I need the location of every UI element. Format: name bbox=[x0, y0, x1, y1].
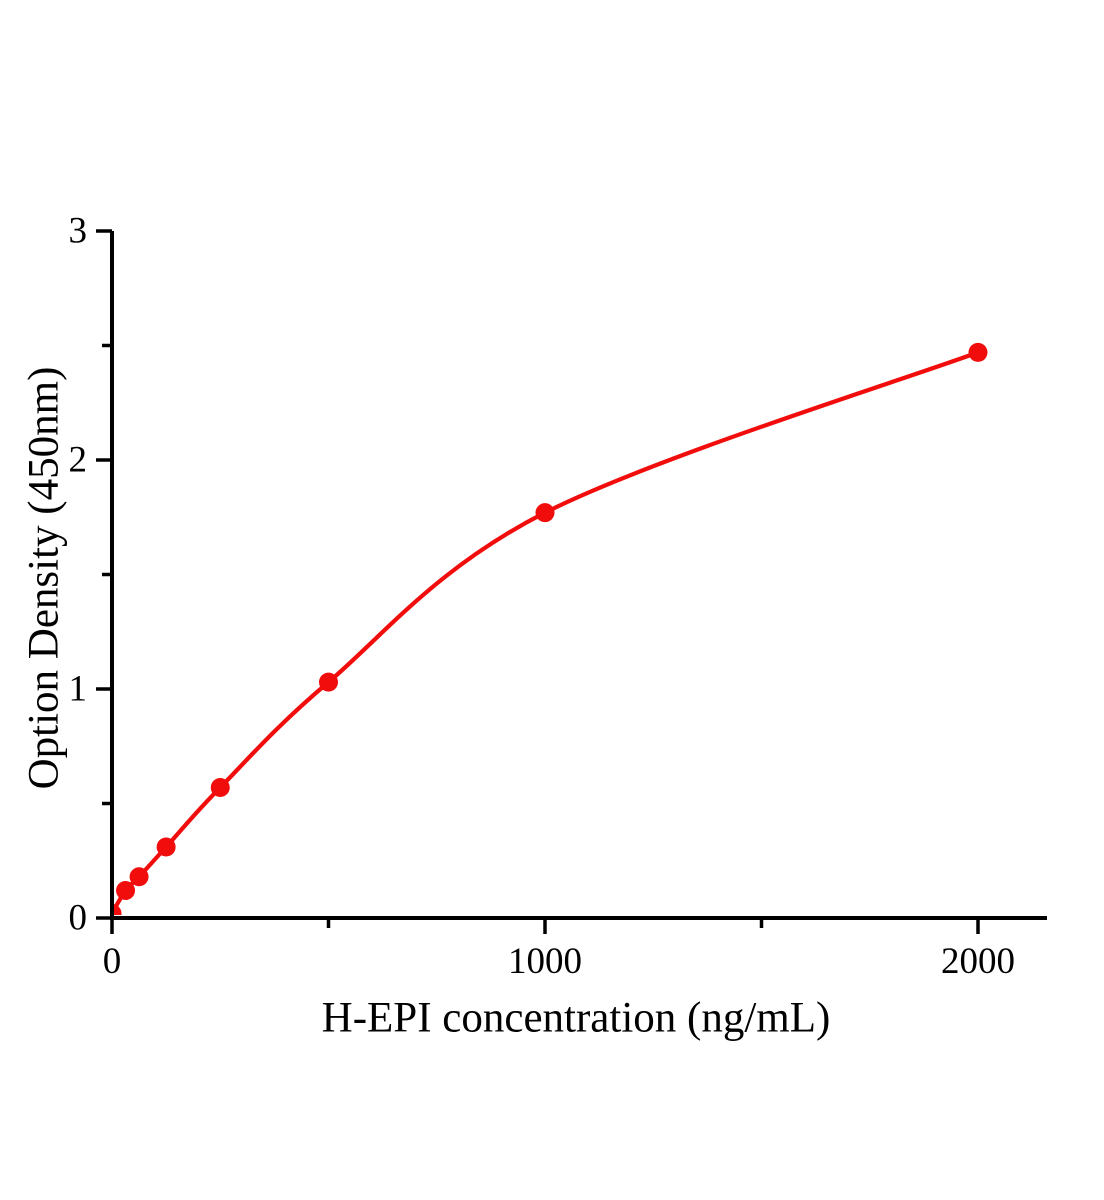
data-point bbox=[968, 342, 988, 362]
y-tick-label: 0 bbox=[68, 897, 88, 939]
y-tick-label: 1 bbox=[68, 668, 88, 710]
standard-curve-line bbox=[113, 350, 981, 915]
y-tick-label: 2 bbox=[68, 439, 88, 481]
y-tick-label: 3 bbox=[68, 210, 88, 252]
data-point bbox=[535, 503, 555, 523]
y-axis-title: Option Density (450nm) bbox=[20, 366, 68, 790]
data-point bbox=[156, 837, 176, 857]
data-point bbox=[319, 672, 338, 692]
x-axis-title: H-EPI concentration (ng/mL) bbox=[321, 994, 831, 1042]
data-point bbox=[210, 777, 230, 797]
data-point bbox=[116, 881, 136, 901]
data-point bbox=[113, 904, 122, 915]
data-point bbox=[129, 867, 149, 887]
x-tick-label: 1000 bbox=[508, 941, 582, 982]
x-tick-label: 2000 bbox=[941, 941, 1015, 982]
x-tick-label: 0 bbox=[102, 941, 122, 982]
